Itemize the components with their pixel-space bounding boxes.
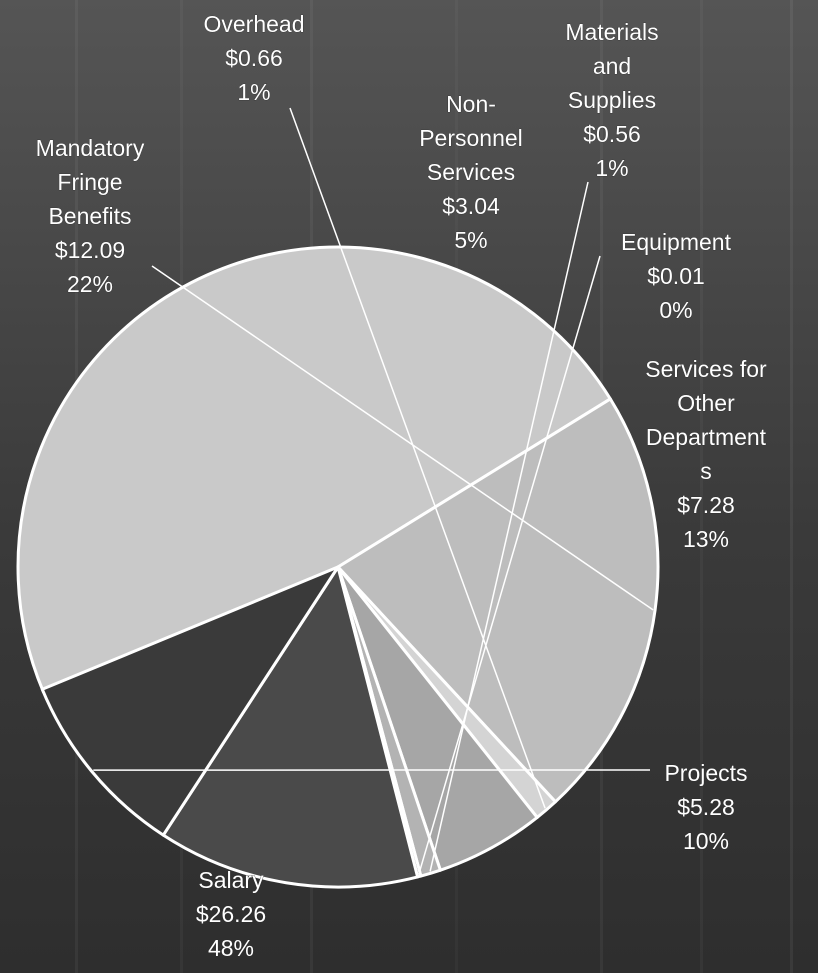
slice-label-line: 13% [683, 526, 729, 552]
slice-label-line: $0.01 [647, 263, 705, 289]
slice-label: Non- Personnel Services $3.04 5% [419, 91, 523, 253]
slice-label-line: Department [646, 424, 767, 450]
slice-label-line: Equipment [621, 229, 732, 255]
slice-label-line: Personnel [419, 125, 523, 151]
slice-label: Projects $5.28 10% [664, 760, 747, 854]
slice-label-line: Other [677, 390, 735, 416]
slice-label-line: Overhead [203, 11, 304, 37]
slice-label-line: 5% [454, 227, 487, 253]
slice-label-line: $3.04 [442, 193, 500, 219]
leader-lines [93, 107, 654, 875]
slice-label-line: Services for [645, 356, 767, 382]
slice-label-line: $5.28 [677, 794, 735, 820]
pie-slices [16, 245, 660, 889]
leader-line [429, 181, 589, 872]
slice-label-line: $7.28 [677, 492, 735, 518]
pie-slice-projects [40, 565, 340, 837]
slice-label-line: $0.56 [583, 121, 641, 147]
slice-label-line: Salary [198, 867, 264, 893]
slice-label-line: 22% [67, 271, 113, 297]
slice-label: Overhead $0.66 1% [203, 11, 304, 105]
slice-label: Materials and Supplies $0.56 1% [565, 19, 658, 181]
slice-label: Mandatory Fringe Benefits $12.09 22% [36, 135, 145, 297]
slice-label-line: Supplies [568, 87, 656, 113]
slice-label-line: s [700, 458, 712, 484]
slice-label-line: Mandatory [36, 135, 145, 161]
pie-slice-services-for-other-departments [161, 565, 420, 889]
pie-slice-salary [16, 245, 612, 694]
leader-line [417, 255, 601, 875]
slice-label-line: $12.09 [55, 237, 125, 263]
slice-label-line: Projects [664, 760, 747, 786]
slice-label-line: 1% [595, 155, 628, 181]
slice-label-line: Benefits [48, 203, 131, 229]
slice-label-line: 0% [659, 297, 692, 323]
slice-label-line: Non- [446, 91, 496, 117]
slice-label-line: 10% [683, 828, 729, 854]
slice-label-line: Services [427, 159, 515, 185]
slice-label-line: $26.26 [196, 901, 266, 927]
slice-label-line: $0.66 [225, 45, 283, 71]
slice-label-line: 48% [208, 935, 254, 961]
slice-label-line: Fringe [57, 169, 122, 195]
slice-label: Services for Other Department s $7.28 13% [645, 356, 767, 552]
background-streak [700, 0, 703, 973]
leader-line [289, 107, 546, 809]
leader-line [151, 265, 654, 611]
slice-label-line: 1% [237, 79, 270, 105]
slice-label: Equipment $0.01 0% [621, 229, 732, 323]
background-streak [790, 0, 793, 973]
pie-slice-mandatory-fringe-benefits [336, 397, 660, 804]
slice-labels: Salary $26.26 48% Mandatory Fringe Benefits $1… [35, 11, 767, 962]
slice-label-line: and [593, 53, 631, 79]
slice-label-line: Materials [565, 19, 658, 45]
slice-label: Salary $26.26 48% [196, 867, 266, 961]
